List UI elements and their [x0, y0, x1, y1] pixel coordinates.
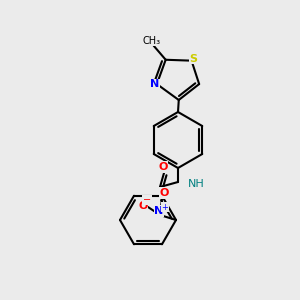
Text: CH₃: CH₃	[142, 36, 161, 46]
Text: +: +	[162, 202, 168, 211]
Text: N: N	[150, 79, 160, 89]
Text: O: O	[159, 188, 169, 198]
Text: NH: NH	[188, 179, 205, 189]
Text: N: N	[154, 206, 164, 216]
Text: O: O	[158, 162, 168, 172]
Text: O: O	[138, 201, 148, 211]
Text: −: −	[143, 195, 151, 205]
Text: S: S	[190, 54, 197, 64]
